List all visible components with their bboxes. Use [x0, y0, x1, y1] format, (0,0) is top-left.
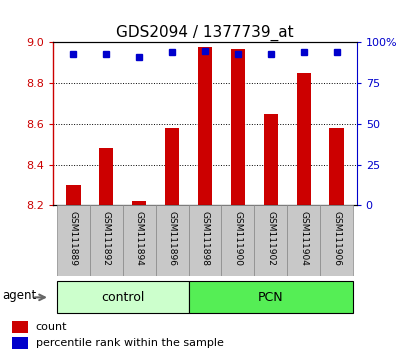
- Text: GSM111904: GSM111904: [299, 211, 308, 266]
- Text: percentile rank within the sample: percentile rank within the sample: [36, 338, 223, 348]
- Bar: [296, 73, 310, 205]
- Bar: [188, 205, 221, 276]
- Text: GSM111889: GSM111889: [68, 211, 77, 266]
- Bar: [254, 205, 287, 276]
- Text: agent: agent: [2, 289, 36, 302]
- Bar: [320, 205, 353, 276]
- Bar: [155, 205, 188, 276]
- Bar: [230, 48, 245, 205]
- Bar: [89, 205, 122, 276]
- Bar: [12, 337, 28, 349]
- Bar: [164, 128, 179, 205]
- Text: GSM111900: GSM111900: [233, 211, 242, 266]
- Text: GSM111892: GSM111892: [101, 211, 110, 266]
- Text: GSM111906: GSM111906: [332, 211, 341, 266]
- Text: GSM111894: GSM111894: [134, 211, 143, 266]
- Bar: [329, 128, 344, 205]
- Text: GSM111896: GSM111896: [167, 211, 176, 266]
- Bar: [287, 205, 320, 276]
- Text: control: control: [101, 291, 144, 304]
- Text: GSM111898: GSM111898: [200, 211, 209, 266]
- Bar: [221, 205, 254, 276]
- Text: count: count: [36, 322, 67, 332]
- Bar: [56, 281, 188, 313]
- Bar: [131, 201, 146, 205]
- Bar: [99, 148, 113, 205]
- Text: PCN: PCN: [258, 291, 283, 304]
- Text: GSM111902: GSM111902: [266, 211, 275, 266]
- Bar: [65, 185, 80, 205]
- Bar: [263, 114, 278, 205]
- Bar: [12, 321, 28, 333]
- Bar: [122, 205, 155, 276]
- Title: GDS2094 / 1377739_at: GDS2094 / 1377739_at: [116, 25, 293, 41]
- Bar: [56, 205, 89, 276]
- Bar: [197, 46, 212, 205]
- Bar: [188, 281, 353, 313]
